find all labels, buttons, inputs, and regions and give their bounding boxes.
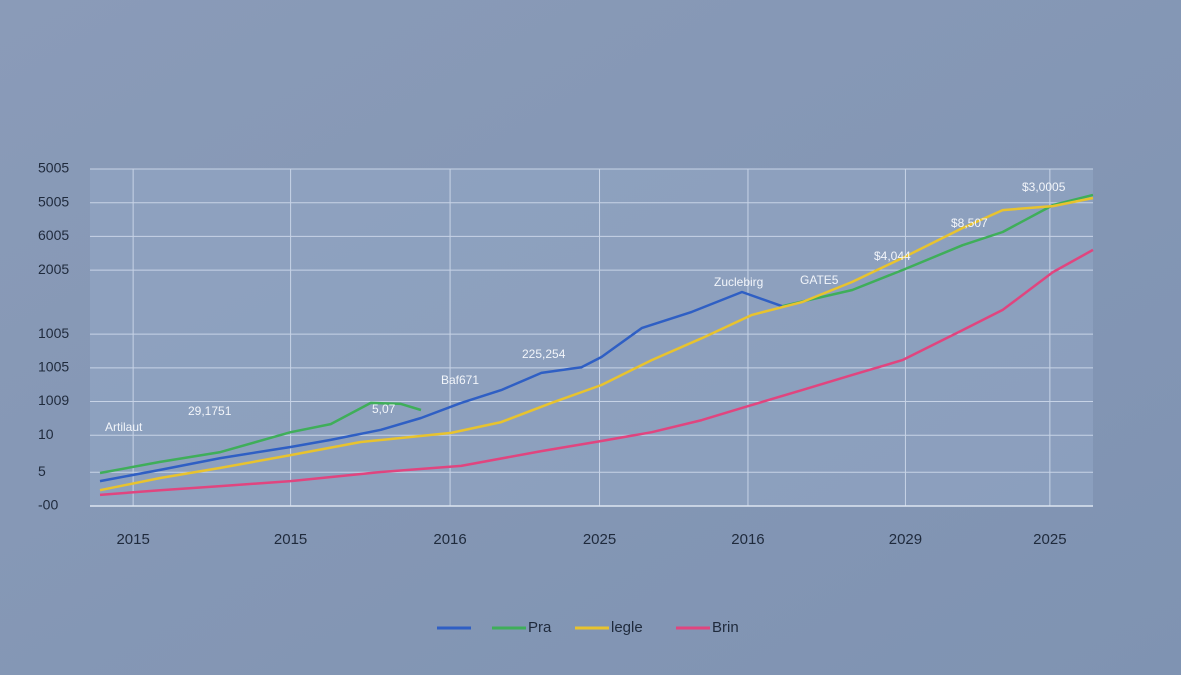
series-line [99,196,1094,492]
y-tick-label: 5 [38,463,46,479]
annotation: 5,07 [372,402,396,416]
annotation: 225,254 [522,347,566,361]
annotation: 29,1751 [188,404,232,418]
x-tick-label: 2016 [731,531,764,548]
annotation: Zuclebirg [714,275,763,289]
y-tick-label: 1005 [38,359,69,375]
x-tick-label: 2015 [116,531,149,548]
y-tick-label: 1005 [38,325,69,341]
y-tick-label: 2005 [38,261,69,277]
legend-label: Pra [528,619,552,636]
annotation: $3,0005 [1022,180,1066,194]
y-tick-label: 1009 [38,392,69,408]
x-tick-label: 2015 [274,531,307,548]
series-line [99,290,783,483]
x-tick-label: 2029 [889,531,922,548]
annotation: $4,044 [874,249,911,263]
y-tick-label: 5005 [38,160,69,176]
y-tick-label: 10 [38,426,54,442]
annotation: Artilaut [105,420,143,434]
x-tick-label: 2025 [1033,531,1066,548]
x-tick-label: 2025 [583,531,616,548]
legend-label: legle [611,619,643,636]
annotation: Baf671 [441,373,479,387]
legend-label: Brin [712,619,739,636]
annotation: GATE5 [800,273,839,287]
y-tick-label: -00 [38,497,58,513]
series-line [99,248,1094,497]
y-tick-label: 6005 [38,227,69,243]
plot-area [90,169,1093,506]
x-tick-label: 2016 [433,531,466,548]
y-tick-label: 5005 [38,193,69,209]
annotation: $8,507 [951,216,988,230]
